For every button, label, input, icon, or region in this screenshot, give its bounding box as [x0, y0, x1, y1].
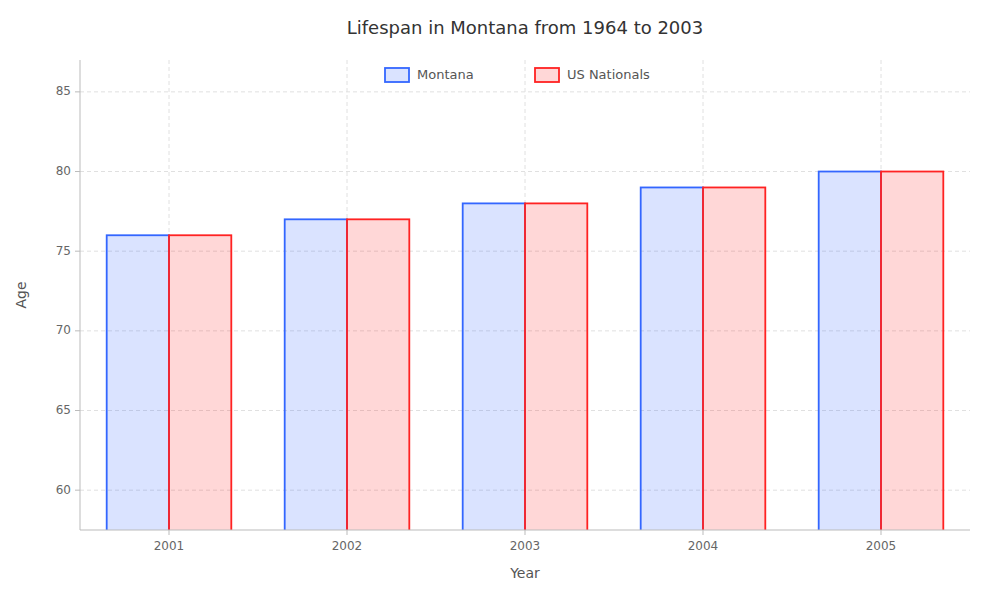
chart-container: 60 65 70 75 80 85 2001 2002 2003 2004 2005 Lifespan… [0, 0, 1000, 600]
legend: Montana US Nationals [385, 67, 650, 83]
y-tick-label: 75 [56, 244, 71, 258]
x-axis-label: Year [509, 565, 540, 581]
y-tick-label: 60 [56, 483, 71, 497]
x-tick-label: 2001 [154, 539, 185, 553]
legend-label: Montana [417, 67, 474, 82]
bar [641, 187, 703, 530]
bar [819, 172, 881, 530]
bar [107, 235, 169, 530]
x-tick-label: 2005 [866, 539, 897, 553]
x-tick [703, 530, 704, 535]
legend-swatch [385, 68, 409, 82]
y-tick [75, 171, 80, 172]
y-tick [75, 410, 80, 411]
bar [169, 235, 231, 530]
x-tick-label: 2004 [688, 539, 719, 553]
legend-swatch [535, 68, 559, 82]
y-axis-label: Age [13, 281, 29, 308]
bar [703, 187, 765, 530]
x-tick [169, 530, 170, 535]
y-tick-label: 80 [56, 164, 71, 178]
y-tick-label: 85 [56, 84, 71, 98]
y-tick-label: 65 [56, 403, 71, 417]
bar [463, 203, 525, 530]
x-tick [881, 530, 882, 535]
y-tick [75, 490, 80, 491]
legend-label: US Nationals [567, 67, 650, 82]
bars [107, 172, 944, 530]
x-tick-label: 2002 [332, 539, 363, 553]
bar [881, 172, 943, 530]
y-tick-label: 70 [56, 323, 71, 337]
y-axis-line [80, 60, 81, 530]
chart-svg: 60 65 70 75 80 85 2001 2002 2003 2004 2005 Lifespan… [0, 0, 1000, 600]
bar [285, 219, 347, 530]
x-tick [347, 530, 348, 535]
y-tick [75, 251, 80, 252]
title: Lifespan in Montana from 1964 to 2003 [347, 17, 703, 38]
axes: 60 65 70 75 80 85 2001 2002 2003 2004 2005 [56, 60, 970, 553]
bar [347, 219, 409, 530]
x-tick [525, 530, 526, 535]
bar [525, 203, 587, 530]
y-tick [75, 91, 80, 92]
x-tick-label: 2003 [510, 539, 541, 553]
y-tick [75, 330, 80, 331]
